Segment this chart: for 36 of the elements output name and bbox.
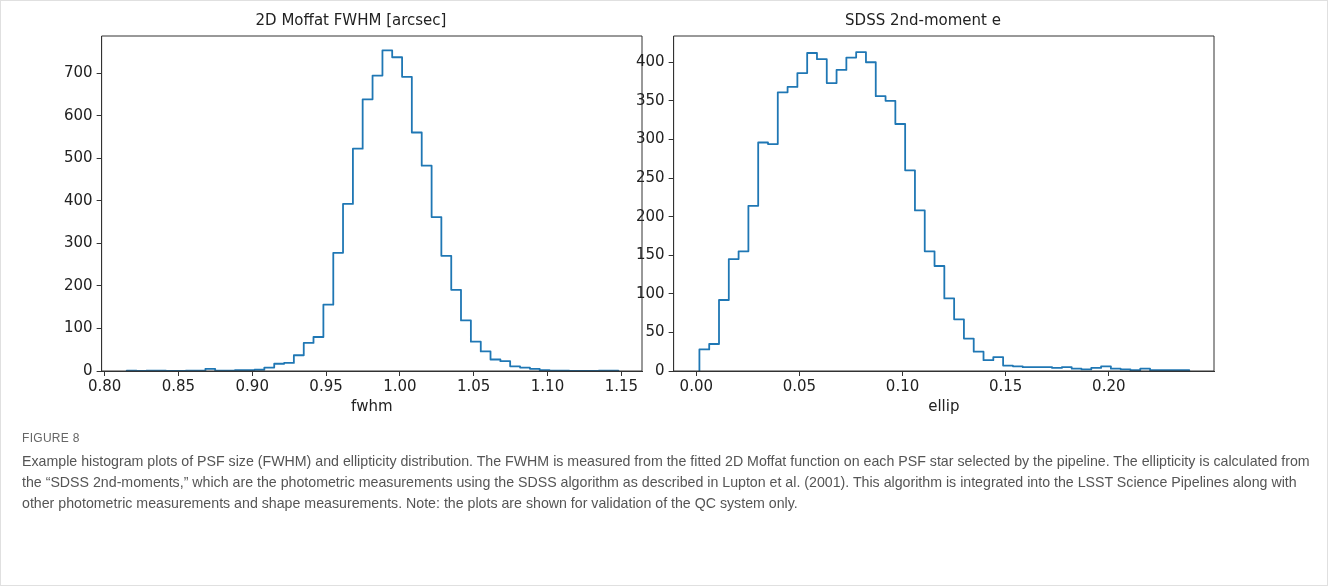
y-tick-label: 0 xyxy=(83,360,93,379)
x-tick-label: 0.85 xyxy=(161,376,196,395)
x-tick-label: 0.15 xyxy=(988,376,1023,395)
y-tick-label: 200 xyxy=(63,275,93,294)
y-tick-label: 100 xyxy=(635,283,665,302)
chart-title: SDSS 2nd-moment e xyxy=(845,10,1001,29)
y-tick-label: 150 xyxy=(635,245,665,264)
y-tick-label: 700 xyxy=(63,63,93,82)
x-tick-label: 1.00 xyxy=(383,376,417,395)
y-tick-label: 600 xyxy=(63,105,93,124)
y-tick-label: 50 xyxy=(645,322,665,341)
y-tick-label: 200 xyxy=(635,206,665,225)
y-tick-label: 300 xyxy=(635,129,665,148)
x-tick-label: 1.10 xyxy=(530,376,565,395)
x-tick-label: 0.90 xyxy=(235,376,269,395)
x-tick-label: 0.10 xyxy=(885,376,920,395)
y-tick-label: 0 xyxy=(655,360,665,379)
x-axis-title: ellip xyxy=(928,396,960,415)
chart-title: 2D Moffat FWHM [arcsec] xyxy=(255,10,447,29)
x-tick-label: 0.05 xyxy=(782,376,817,395)
text: Example histogram plots of PSF size (FWHM) and ellipticity distribution. The FWHM is measured from the fitted 2D Moffat function on each PSF star selected by the pipeline. The ellipticity is calculated from the “SDSS 2nd-moments,” which are the photometric measurements using the SDSS algorithm as described in Lupton et al. (2001). This algorithm is integrated into the LSST Science Pipelines along with other photometric measurements and shape measurements. Note: the plots are shown for validation of the QC system only. xyxy=(22,452,1311,513)
x-tick-label: 0.00 xyxy=(679,376,714,395)
y-tick-label: 500 xyxy=(63,148,93,167)
y-tick-label: 400 xyxy=(635,52,665,71)
caption: FIGURE 8 xyxy=(22,430,81,447)
y-tick-label: 100 xyxy=(63,318,93,337)
x-tick-label: 1.05 xyxy=(456,376,491,395)
y-tick-label: 400 xyxy=(63,190,93,209)
x-tick-label: 1.15 xyxy=(604,376,639,395)
x-tick-label: 0.20 xyxy=(1092,376,1126,395)
y-tick-label: 350 xyxy=(635,90,665,109)
x-tick-label: 0.80 xyxy=(87,376,122,395)
x-tick-label: 0.95 xyxy=(309,376,343,395)
x-axis-title: fwhm xyxy=(351,396,393,415)
y-tick-label: 250 xyxy=(635,167,665,186)
y-tick-label: 300 xyxy=(63,233,93,252)
